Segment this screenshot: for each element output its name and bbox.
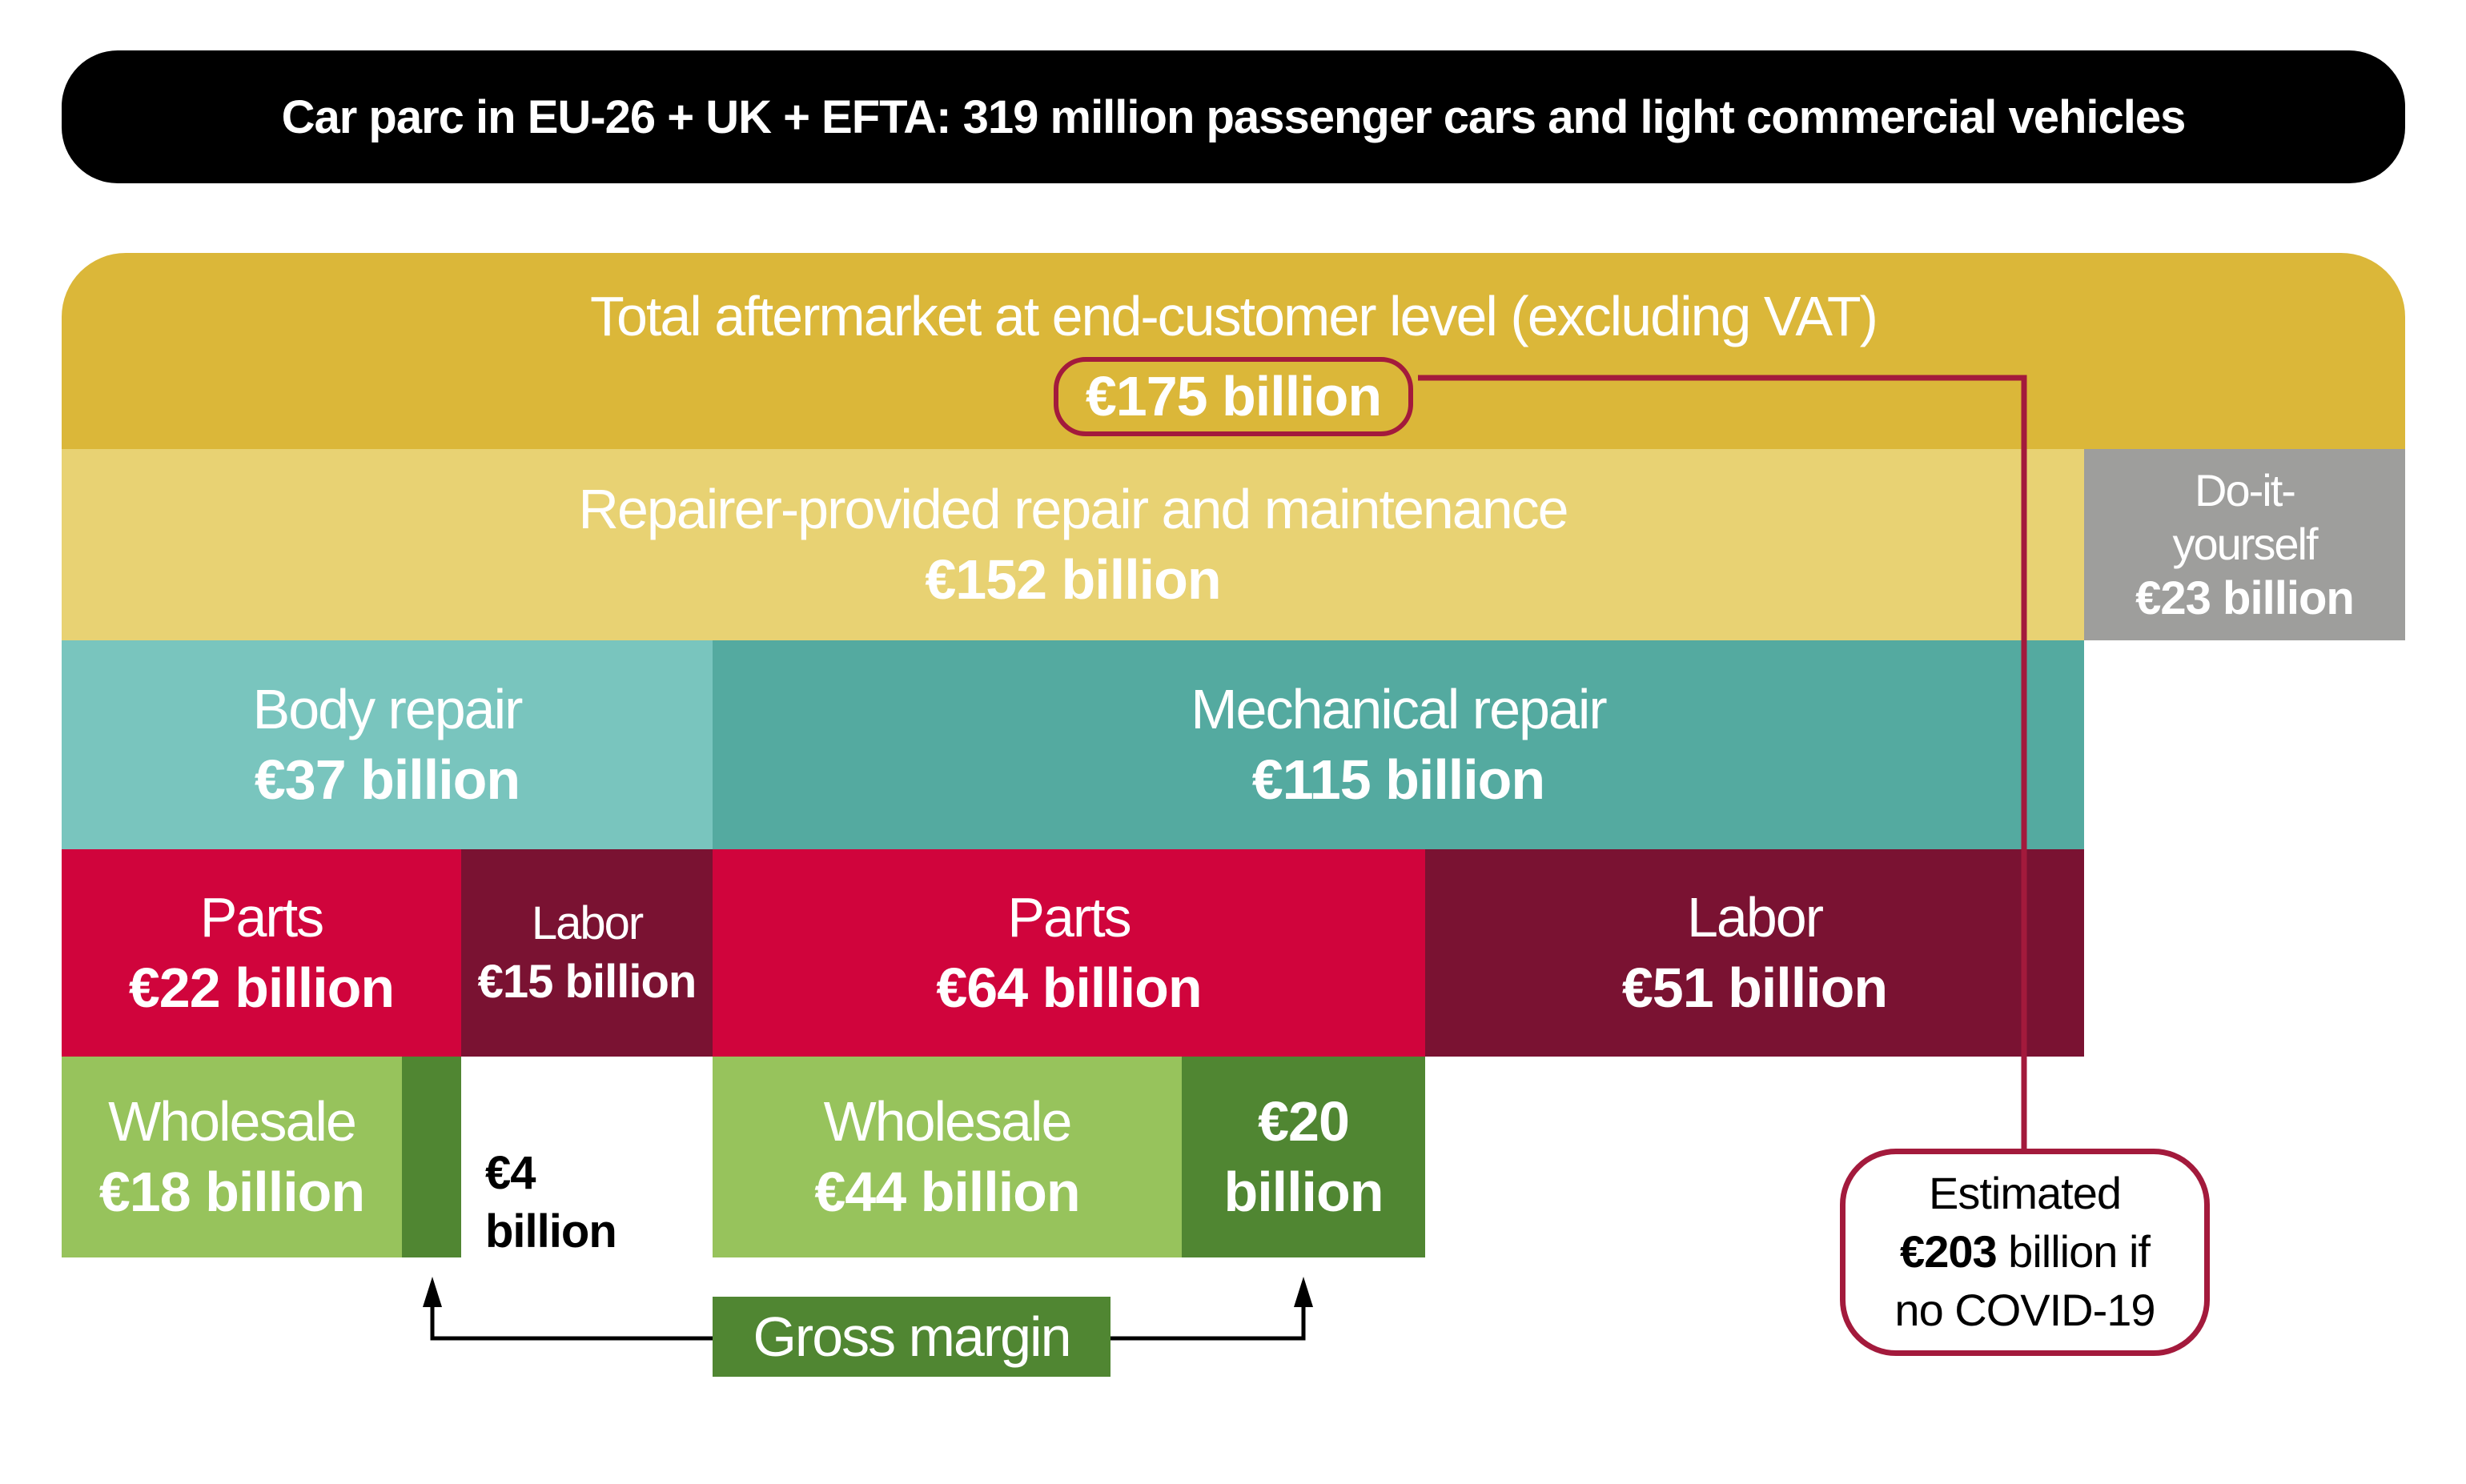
diy-block: Do-it- yourself €23 billion (2084, 449, 2405, 640)
arrow-head-left-icon (423, 1277, 442, 1307)
diy-value: €23 billion (2135, 572, 2355, 624)
body-labor-value: €15 billion (477, 955, 697, 1008)
body-margin-block (402, 1057, 461, 1257)
mechanical-repair-block: Mechanical repair €115 billion (713, 640, 2084, 849)
mech-labor-block: Labor €51 billion (1425, 849, 2084, 1057)
estimate-line1: Estimated (1929, 1168, 2122, 1219)
gross-margin-label: Gross margin (713, 1297, 1111, 1377)
estimate-line2-rest: billion if (1996, 1226, 2151, 1277)
estimate-connector (1418, 375, 2027, 1149)
body-parts-value: €22 billion (128, 956, 395, 1019)
estimate-value: €203 (1900, 1226, 1998, 1277)
body-parts-label: Parts (199, 886, 324, 949)
body-labor-label: Labor (531, 897, 644, 949)
body-repair-label: Body repair (252, 678, 524, 740)
arrow-head-right-icon (1294, 1277, 1313, 1307)
mechanical-repair-label: Mechanical repair (1191, 678, 1607, 740)
mech-wholesale-value: €44 billion (814, 1160, 1080, 1223)
mech-wholesale-label: Wholesale (823, 1090, 1073, 1153)
repairer-block: Repairer-provided repair and maintenance… (62, 449, 2084, 640)
estimate-line2: €203 billion if (1845, 1223, 2204, 1281)
body-margin-line1: €4 (485, 1147, 536, 1199)
body-repair-block: Body repair €37 billion (62, 640, 713, 849)
body-repair-value: €37 billion (254, 748, 520, 811)
total-aftermarket-block: Total aftermarket at end-customer level … (62, 253, 2405, 449)
mech-wholesale-block: Wholesale €44 billion (713, 1057, 1182, 1257)
mech-margin-line1: €20 (1258, 1090, 1350, 1153)
mech-labor-label: Labor (1686, 886, 1824, 949)
total-label: Total aftermarket at end-customer level … (590, 285, 1878, 347)
body-wholesale-label: Wholesale (108, 1090, 357, 1153)
covid-estimate-callout: Estimated €203 billion if no COVID-19 (1840, 1149, 2210, 1356)
mech-margin-block: €20 billion (1182, 1057, 1425, 1257)
repairer-label: Repairer-provided repair and maintenance (578, 478, 1568, 540)
mechanical-repair-value: €115 billion (1251, 748, 1545, 811)
mech-parts-value: €64 billion (936, 956, 1202, 1019)
body-wholesale-block: Wholesale €18 billion (62, 1057, 402, 1257)
body-wholesale-value: €18 billion (98, 1160, 365, 1223)
margin-arrow-right (1111, 1301, 1306, 1341)
margin-arrow-left (430, 1301, 713, 1341)
header-title: Car parc in EU-26 + UK + EFTA: 319 milli… (62, 50, 2405, 183)
body-margin-line2: billion (485, 1205, 617, 1257)
diy-label-2: yourself (2172, 518, 2318, 569)
body-parts-block: Parts €22 billion (62, 849, 461, 1057)
diy-label-1: Do-it- (2195, 464, 2296, 515)
total-value: €175 billion (1053, 356, 1414, 436)
mech-margin-line2: billion (1223, 1160, 1384, 1223)
mech-parts-label: Parts (1007, 886, 1131, 949)
estimate-line3: no COVID-19 (1894, 1284, 2155, 1335)
body-labor-block: Labor €15 billion (461, 849, 713, 1057)
body-margin-value: €4 billion (485, 1145, 617, 1261)
mech-labor-value: €51 billion (1621, 956, 1888, 1019)
mech-parts-block: Parts €64 billion (713, 849, 1425, 1057)
repairer-value: €152 billion (925, 547, 1221, 611)
